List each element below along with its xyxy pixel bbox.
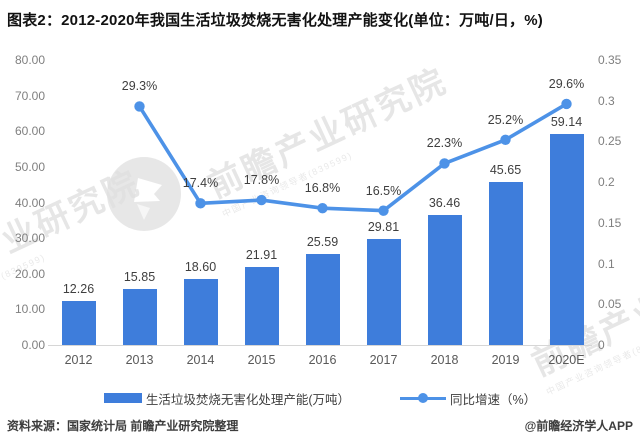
y-axis-left-tick: 0.00 bbox=[21, 338, 45, 352]
line-value-label: 17.4% bbox=[182, 176, 219, 191]
x-axis-label-2014: 2014 bbox=[186, 353, 215, 367]
bar-value-label: 59.14 bbox=[550, 115, 583, 130]
chart-legend: 生活垃圾焚烧无害化处理产能(万吨） 同比增速（%） bbox=[0, 388, 640, 408]
line-path bbox=[137, 102, 569, 213]
x-axis-label-2015: 2015 bbox=[247, 353, 276, 367]
legend-label-capacity: 生活垃圾焚烧无害化处理产能(万吨） bbox=[145, 392, 351, 407]
y-axis-right-tick: 0.25 bbox=[598, 134, 622, 149]
x-axis-label-2018: 2018 bbox=[430, 353, 459, 367]
line-value-label: 16.5% bbox=[365, 183, 402, 198]
line-marker-2018 bbox=[439, 158, 450, 169]
line-value-label: 25.2% bbox=[487, 112, 524, 127]
x-axis-label-2013: 2013 bbox=[125, 353, 154, 367]
line-value-label: 29.6% bbox=[548, 76, 585, 91]
y-axis-right-tick: 0.15 bbox=[598, 215, 622, 230]
line-swatch-marker bbox=[418, 393, 429, 403]
line-marker-2017 bbox=[378, 205, 389, 216]
y-axis-left-tick: 50.00 bbox=[14, 159, 45, 174]
x-axis-line bbox=[48, 345, 592, 346]
y-axis-right-tick: 0.2 bbox=[598, 175, 615, 190]
line-value-label: 17.8% bbox=[243, 173, 280, 188]
legend-item-growth: 同比增速（%） bbox=[400, 389, 536, 408]
bar-2018 bbox=[427, 215, 462, 345]
x-axis-label-2012: 2012 bbox=[64, 353, 93, 367]
bar-2017 bbox=[366, 238, 401, 345]
x-axis-label-2016: 2016 bbox=[308, 353, 337, 367]
y-axis-left-tick: 10.00 bbox=[14, 302, 45, 317]
bar-2019 bbox=[488, 182, 523, 345]
legend-item-capacity: 生活垃圾焚烧无害化处理产能(万吨） bbox=[103, 389, 351, 408]
line-marker-2015 bbox=[256, 194, 267, 206]
bar-value-label: 25.59 bbox=[306, 234, 339, 249]
x-axis-label-2017: 2017 bbox=[369, 353, 398, 367]
line-marker-2019 bbox=[500, 134, 511, 145]
chart-title: 图表2：2012-2020年我国生活垃圾焚烧无害化处理产能变化(单位：万吨/日，… bbox=[7, 12, 543, 29]
y-axis-left-tick: 20.00 bbox=[14, 266, 45, 281]
data-source-text: 资料来源：国家统计局 前瞻产业研究院整理 bbox=[7, 419, 239, 433]
bar-2012 bbox=[61, 301, 96, 345]
bar-value-label: 29.81 bbox=[367, 219, 400, 234]
line-marker-2013 bbox=[134, 101, 145, 112]
line-marker-2014 bbox=[195, 198, 206, 209]
bar-2013 bbox=[122, 288, 157, 345]
line-marker-2016 bbox=[317, 203, 328, 214]
growth-line-series bbox=[134, 98, 572, 216]
credit-text: @前瞻经济学人APP bbox=[524, 419, 633, 433]
y-axis-right-tick: 0.35 bbox=[598, 53, 622, 67]
bar-value-label: 12.26 bbox=[62, 282, 95, 297]
bar-series-swatch bbox=[103, 393, 142, 403]
bar-value-label: 18.60 bbox=[184, 259, 217, 274]
line-value-label: 22.3% bbox=[426, 136, 463, 151]
x-axis-label-2019: 2019 bbox=[491, 353, 520, 367]
bar-2020E bbox=[549, 134, 584, 345]
bar-2014 bbox=[183, 278, 218, 345]
line-value-label: 29.3% bbox=[121, 79, 158, 94]
y-axis-left-tick: 30.00 bbox=[14, 231, 45, 246]
bar-value-label: 36.46 bbox=[428, 196, 461, 211]
line-marker-2020E bbox=[561, 98, 572, 110]
y-axis-left-tick: 80.00 bbox=[14, 53, 45, 67]
bar-2016 bbox=[305, 253, 340, 345]
y-axis-left-tick: 70.00 bbox=[14, 88, 45, 103]
legend-label-growth: 同比增速（%） bbox=[450, 392, 537, 407]
y-axis-right-tick: 0.05 bbox=[598, 297, 622, 312]
y-axis-right-tick: 0 bbox=[598, 338, 605, 352]
bar-value-label: 21.91 bbox=[245, 247, 278, 262]
y-axis-left-tick: 40.00 bbox=[14, 195, 45, 210]
bar-value-label: 45.65 bbox=[489, 163, 522, 178]
y-axis-left-tick: 60.00 bbox=[14, 124, 45, 139]
bar-value-label: 15.85 bbox=[123, 269, 156, 284]
x-axis-label-2020E: 2020E bbox=[548, 353, 585, 367]
y-axis-right-tick: 0.3 bbox=[598, 93, 615, 108]
line-value-label: 16.8% bbox=[304, 181, 341, 196]
bar-2015 bbox=[244, 266, 279, 345]
line-series-swatch bbox=[400, 392, 447, 404]
y-axis-right-tick: 0.1 bbox=[598, 256, 615, 271]
